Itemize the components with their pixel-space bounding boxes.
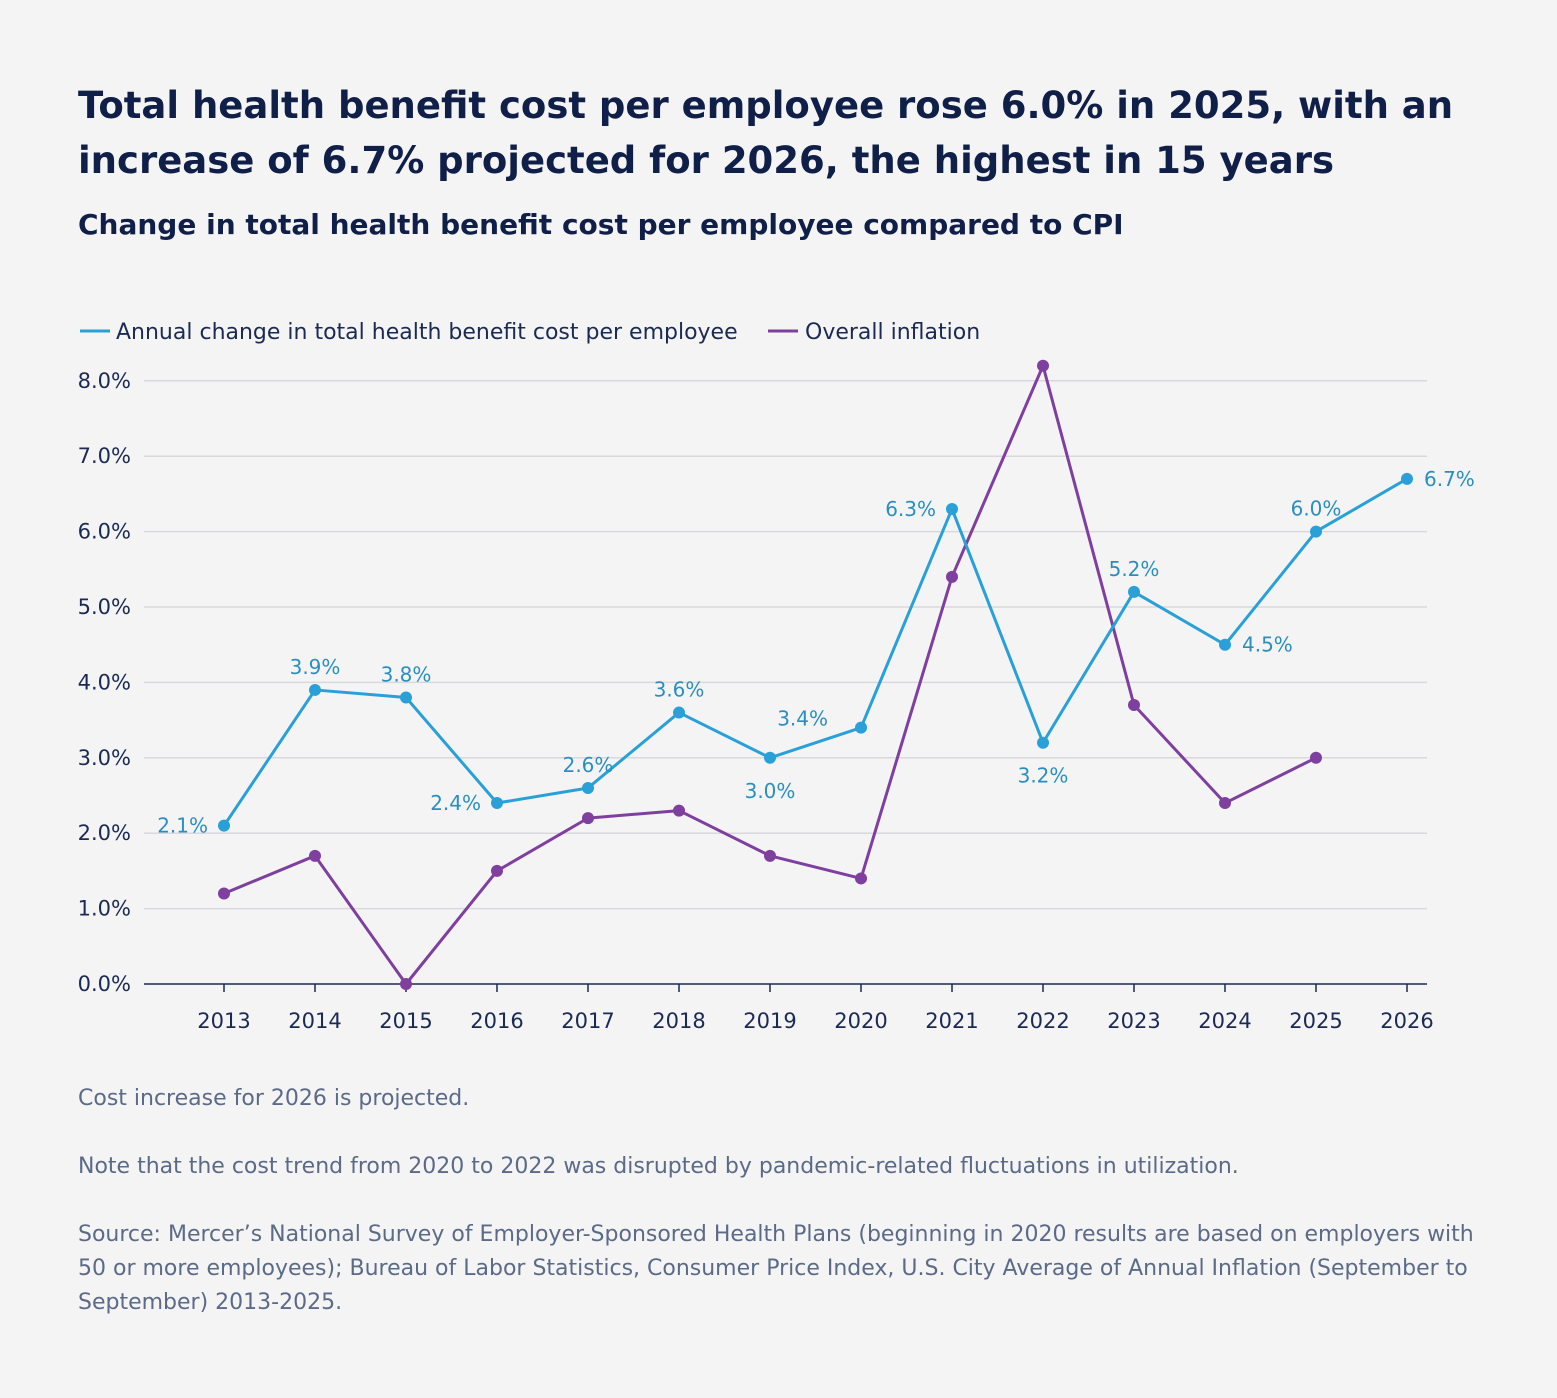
- data-label: 6.3%: [885, 497, 936, 521]
- y-tick-label: 4.0%: [78, 670, 131, 694]
- note-projection: Cost increase for 2026 is projected.: [78, 1086, 470, 1111]
- health-cost-point: [946, 502, 958, 515]
- x-tick-label: 2023: [1107, 1009, 1160, 1033]
- health-cost-point: [309, 683, 321, 696]
- x-tick-label: 2026: [1380, 1009, 1433, 1033]
- x-tick-label: 2018: [652, 1009, 705, 1033]
- inflation-point: [855, 872, 867, 885]
- health-cost-point: [855, 721, 867, 734]
- data-label: 4.5%: [1242, 633, 1293, 657]
- x-tick-label: 2021: [925, 1009, 978, 1033]
- data-label: 3.6%: [654, 678, 705, 702]
- legend-health-label: Annual change in total health benefit co…: [116, 320, 738, 345]
- data-label: 3.2%: [1018, 764, 1069, 788]
- x-tick-label: 2025: [1289, 1009, 1342, 1033]
- data-label: 5.2%: [1109, 557, 1160, 581]
- health-cost-point: [582, 781, 594, 794]
- data-label: 2.1%: [157, 814, 208, 838]
- data-label: 6.7%: [1424, 467, 1475, 491]
- health-cost-point: [1128, 585, 1140, 598]
- health-cost-point: [491, 797, 503, 810]
- x-tick-label: 2017: [561, 1009, 614, 1033]
- legend-inflation-label: Overall inflation: [805, 320, 980, 345]
- y-tick-label: 0.0%: [78, 972, 131, 996]
- health-cost-point: [1310, 525, 1322, 538]
- data-label: 6.0%: [1291, 497, 1342, 521]
- y-tick-label: 3.0%: [78, 746, 131, 770]
- inflation-point: [400, 978, 412, 990]
- note-disruption: Note that the cost trend from 2020 to 20…: [78, 1154, 1239, 1179]
- data-label: 2.6%: [563, 753, 614, 777]
- health-cost-point: [218, 819, 230, 832]
- health-cost-point: [1037, 736, 1049, 749]
- chart-notes: Cost increase for 2026 is projected. Not…: [78, 1082, 1478, 1354]
- inflation-point: [1219, 797, 1231, 810]
- gridlines: [144, 380, 1427, 910]
- health-cost-line: [222, 477, 1408, 827]
- health-cost-point: [1219, 638, 1231, 651]
- y-tick-label: 7.0%: [78, 444, 131, 468]
- chart-legend: Annual change in total health benefit co…: [80, 320, 980, 345]
- data-label: 3.4%: [777, 707, 828, 731]
- x-tick-label: 2016: [470, 1009, 523, 1033]
- inflation-point: [1037, 359, 1049, 372]
- inflation-point: [1128, 699, 1140, 712]
- series-layer: [218, 359, 1413, 990]
- health-cost-point: [400, 691, 412, 704]
- x-tick-label: 2014: [288, 1009, 341, 1033]
- data-label: 3.9%: [290, 655, 341, 679]
- inflation-point: [1310, 751, 1322, 764]
- inflation-point: [673, 804, 685, 817]
- y-tick-label: 1.0%: [78, 897, 131, 921]
- chart-subtitle: Change in total health benefit cost per …: [78, 208, 1124, 241]
- x-tick-label: 2024: [1198, 1009, 1251, 1033]
- data-label: 2.4%: [430, 791, 481, 815]
- y-tick-label: 5.0%: [78, 595, 131, 619]
- y-tick-label: 8.0%: [78, 369, 131, 393]
- inflation-point: [946, 570, 958, 583]
- inflation-point: [309, 849, 321, 862]
- data-label: 3.8%: [381, 662, 432, 686]
- x-axis: 2013 2014 2015 2016 2017 2018 2019 2020 2021 2022…: [144, 983, 1434, 1033]
- y-tick-label: 6.0%: [78, 520, 131, 544]
- health-cost-point: [1401, 472, 1413, 485]
- x-tick-label: 2022: [1016, 1009, 1069, 1033]
- inflation-point: [218, 887, 230, 900]
- health-cost-point: [673, 706, 685, 719]
- inflation-point: [582, 812, 594, 825]
- x-tick-label: 2020: [834, 1009, 887, 1033]
- inflation-point: [764, 849, 776, 862]
- x-tick-label: 2013: [197, 1009, 250, 1033]
- chart-title: Total health benefit cost per employee r…: [78, 84, 1454, 182]
- y-axis-ticks: 0.0% 1.0% 2.0% 3.0% 4.0% 5.0% 6.0% 7.0% 8.0%: [78, 369, 131, 996]
- x-tick-label: 2015: [379, 1009, 432, 1033]
- inflation-point: [491, 864, 503, 877]
- data-labels: 2.1% 3.9% 3.8% 2.4% 2.6% 3.6% 3.0% 3.4% 6.3% 3.2%…: [157, 467, 1475, 838]
- health-cost-point: [764, 751, 776, 764]
- y-tick-label: 2.0%: [78, 821, 131, 845]
- note-source: Source: Mercer’s National Survey of Empl…: [78, 1222, 1474, 1315]
- x-tick-label: 2019: [743, 1009, 796, 1033]
- data-label: 3.0%: [745, 779, 796, 803]
